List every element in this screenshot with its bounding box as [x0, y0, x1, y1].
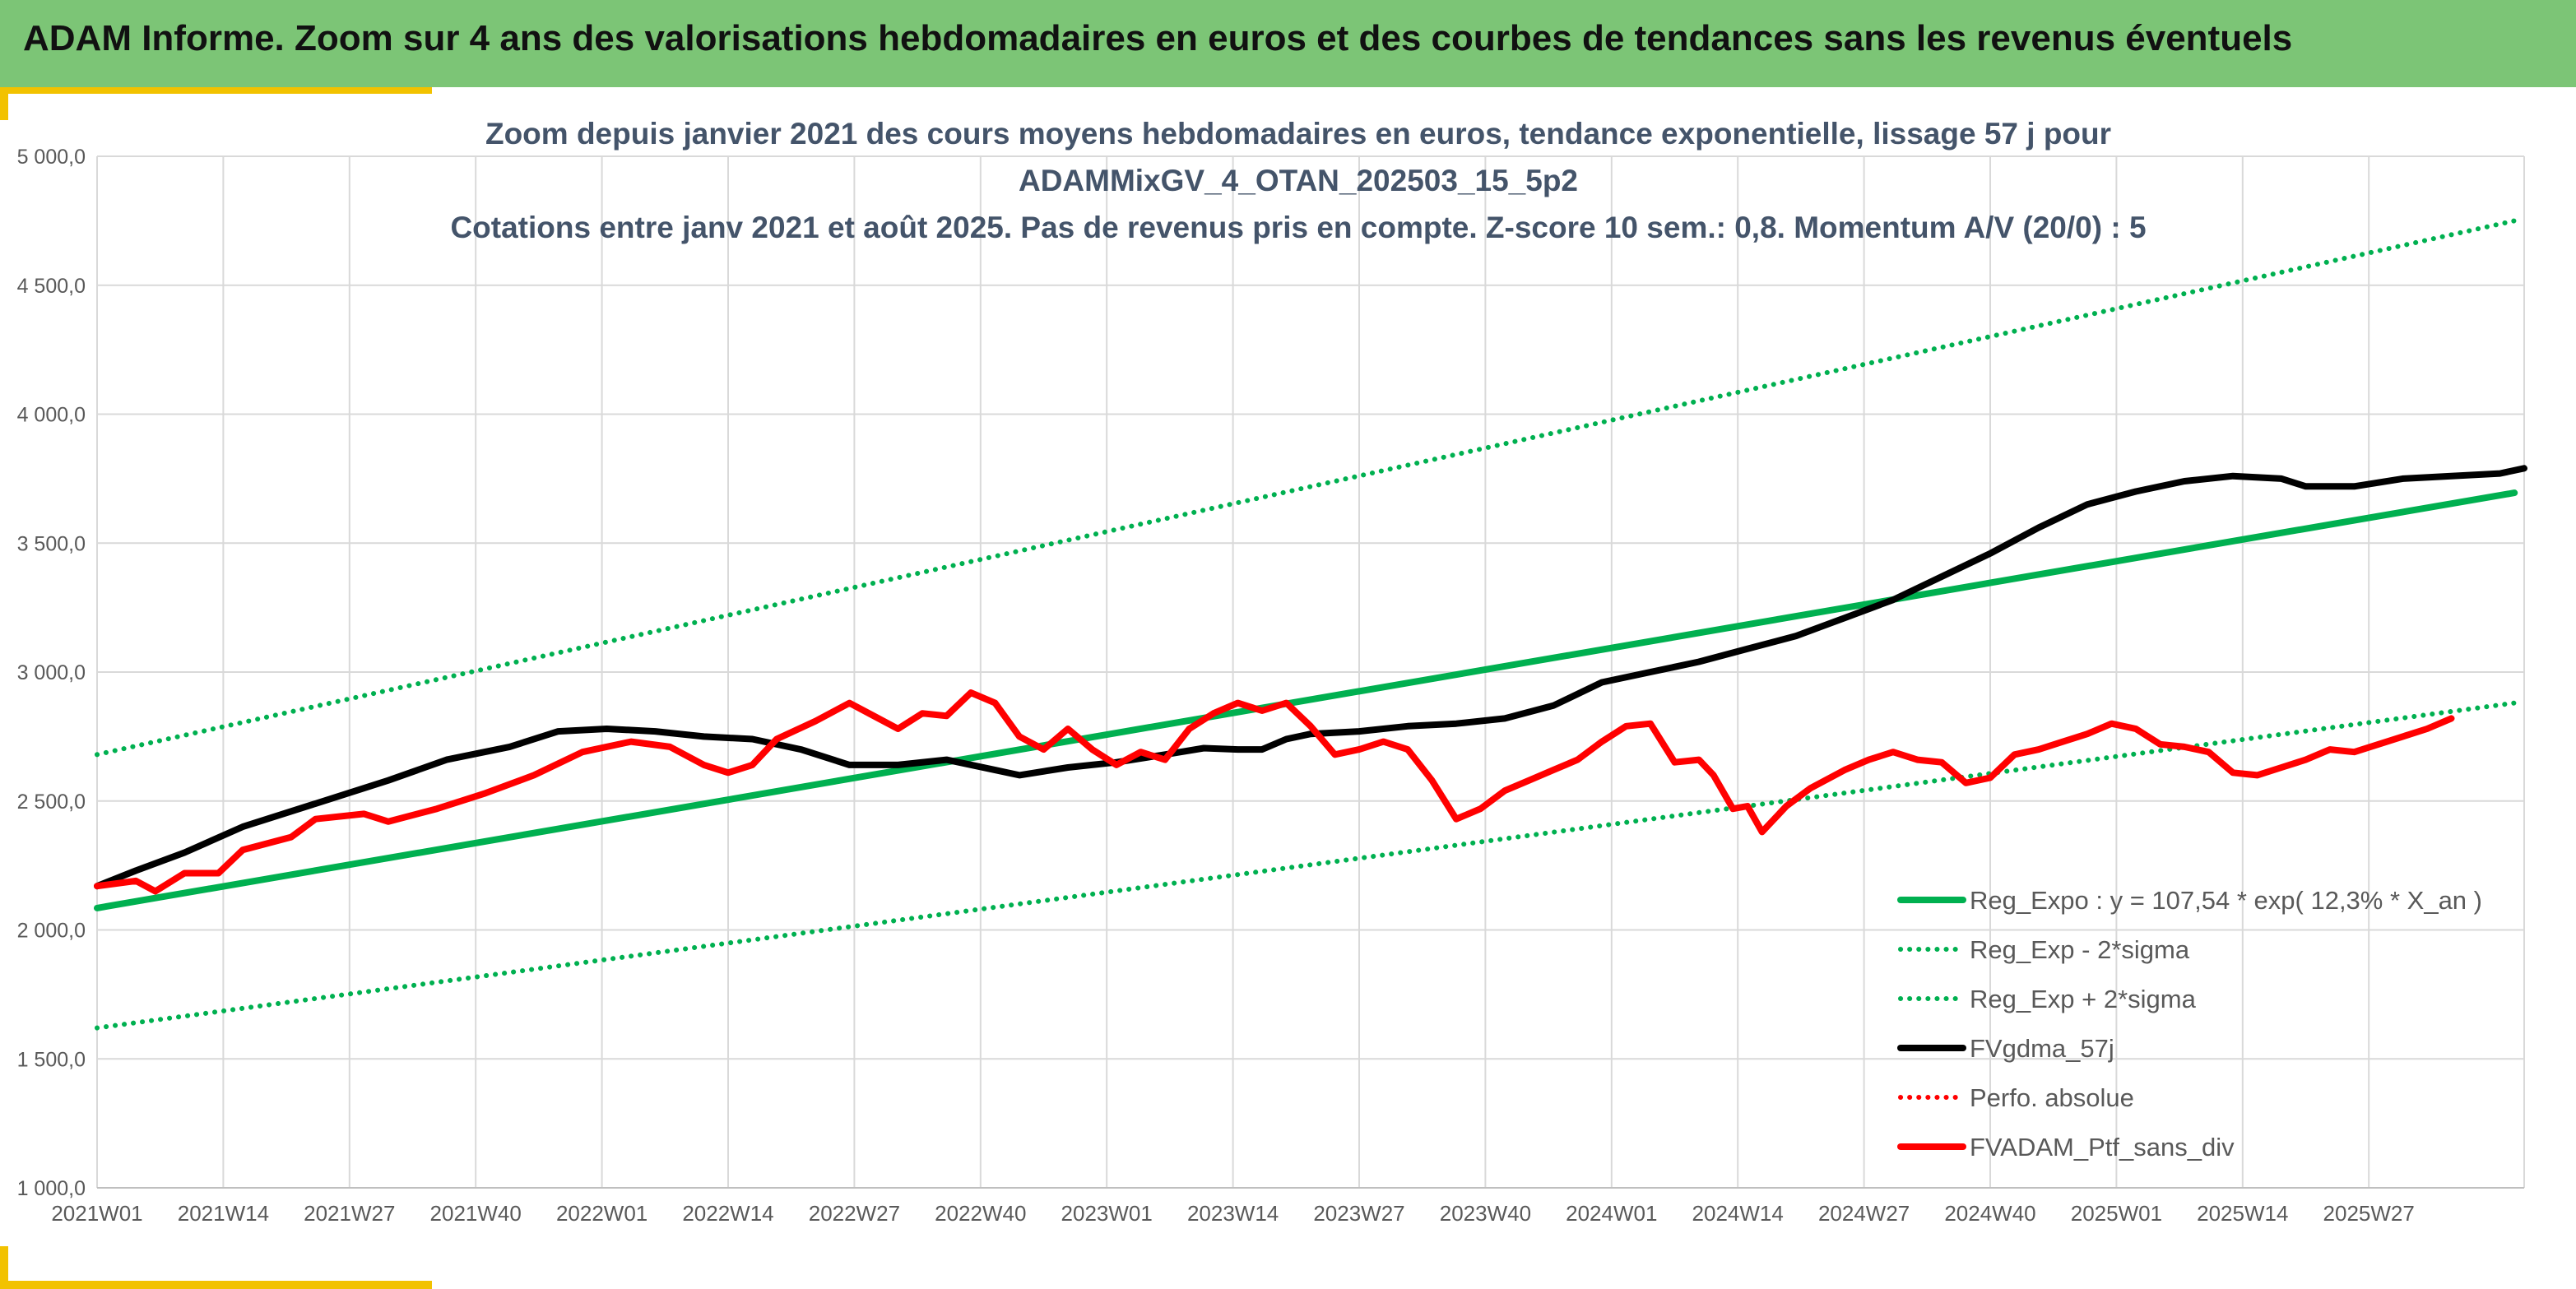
x-tick-label: 2023W27 — [1313, 1201, 1404, 1226]
x-tick-label: 2023W40 — [1440, 1201, 1531, 1226]
legend-label: Reg_Expo : y = 107,54 * exp( 12,3% * X_a… — [1970, 886, 2482, 915]
x-tick-label: 2021W27 — [304, 1201, 395, 1226]
series-line-0 — [94, 489, 2518, 911]
x-tick-label: 2025W14 — [2197, 1201, 2288, 1226]
x-tick-label: 2024W40 — [1944, 1201, 2035, 1226]
x-tick-label: 2024W01 — [1566, 1201, 1657, 1226]
y-tick-label: 5 000,0 — [17, 146, 86, 169]
legend-label: FVgdma_57j — [1970, 1034, 2114, 1063]
gold-accent-bottom-left — [0, 1246, 8, 1281]
legend-label: Reg_Exp - 2*sigma — [1970, 935, 2190, 964]
gold-accent-top — [0, 87, 432, 94]
x-tick-label: 2025W27 — [2323, 1201, 2415, 1226]
x-tick-label: 2022W27 — [809, 1201, 900, 1226]
legend-label: Perfo. absolue — [1970, 1083, 2134, 1112]
legend-label: Reg_Exp + 2*sigma — [1970, 985, 2197, 1013]
x-tick-label: 2025W01 — [2071, 1201, 2162, 1226]
y-tick-label: 1 500,0 — [17, 1048, 86, 1071]
x-tick-label: 2022W01 — [556, 1201, 647, 1226]
chart-title-line-2: ADAMMixGV_4_OTAN_202503_15_5p2 — [1019, 164, 1578, 197]
legend-label: FVADAM_Ptf_sans_div — [1970, 1133, 2235, 1161]
x-tick-label: 2023W01 — [1061, 1201, 1153, 1226]
banner-title: ADAM Informe. Zoom sur 4 ans des valoris… — [23, 18, 2293, 58]
x-tick-label: 2023W14 — [1187, 1201, 1279, 1226]
y-tick-label: 4 500,0 — [17, 275, 86, 298]
x-tick-label: 2021W14 — [178, 1201, 269, 1226]
gold-accent-bottom — [0, 1281, 432, 1289]
y-tick-label: 3 500,0 — [17, 532, 86, 555]
legend: Reg_Expo : y = 107,54 * exp( 12,3% * X_a… — [1897, 886, 2482, 1161]
y-tick-label: 1 000,0 — [17, 1177, 86, 1200]
series-line-3 — [94, 465, 2527, 890]
series-line-1 — [95, 700, 2518, 1031]
x-axis: 2021W01 2021W14 2021W27 2021W40 2022W01 2022W… — [51, 1187, 2524, 1226]
header-banner: ADAM Informe. Zoom sur 4 ans des valoris… — [0, 0, 2576, 87]
x-tick-label: 2021W40 — [430, 1201, 522, 1226]
x-tick-label: 2022W40 — [935, 1201, 1026, 1226]
series-line-5 — [94, 689, 2455, 895]
chart-title-line-1: Zoom depuis janvier 2021 des cours moyen… — [485, 117, 2111, 151]
x-tick-label: 2024W27 — [1818, 1201, 1910, 1226]
x-tick-label: 2024W14 — [1692, 1201, 1784, 1226]
y-tick-label: 2 500,0 — [17, 791, 86, 814]
y-axis: 1 000,0 1 500,0 2 000,0 2 500,0 3 000,0 3 500… — [17, 146, 98, 1200]
x-tick-label: 2022W14 — [682, 1201, 773, 1226]
series-line-2 — [95, 218, 2518, 758]
chart-title: Zoom depuis janvier 2021 des cours moyen… — [450, 117, 2146, 244]
gold-accent-left — [0, 87, 8, 120]
y-tick-label: 2 000,0 — [17, 920, 86, 943]
series-lines — [94, 218, 2527, 1031]
y-tick-label: 4 000,0 — [17, 404, 86, 427]
y-tick-label: 3 000,0 — [17, 661, 86, 684]
x-tick-label: 2021W01 — [51, 1201, 142, 1226]
chart-title-line-3: Cotations entre janv 2021 et août 2025. … — [450, 211, 2146, 244]
